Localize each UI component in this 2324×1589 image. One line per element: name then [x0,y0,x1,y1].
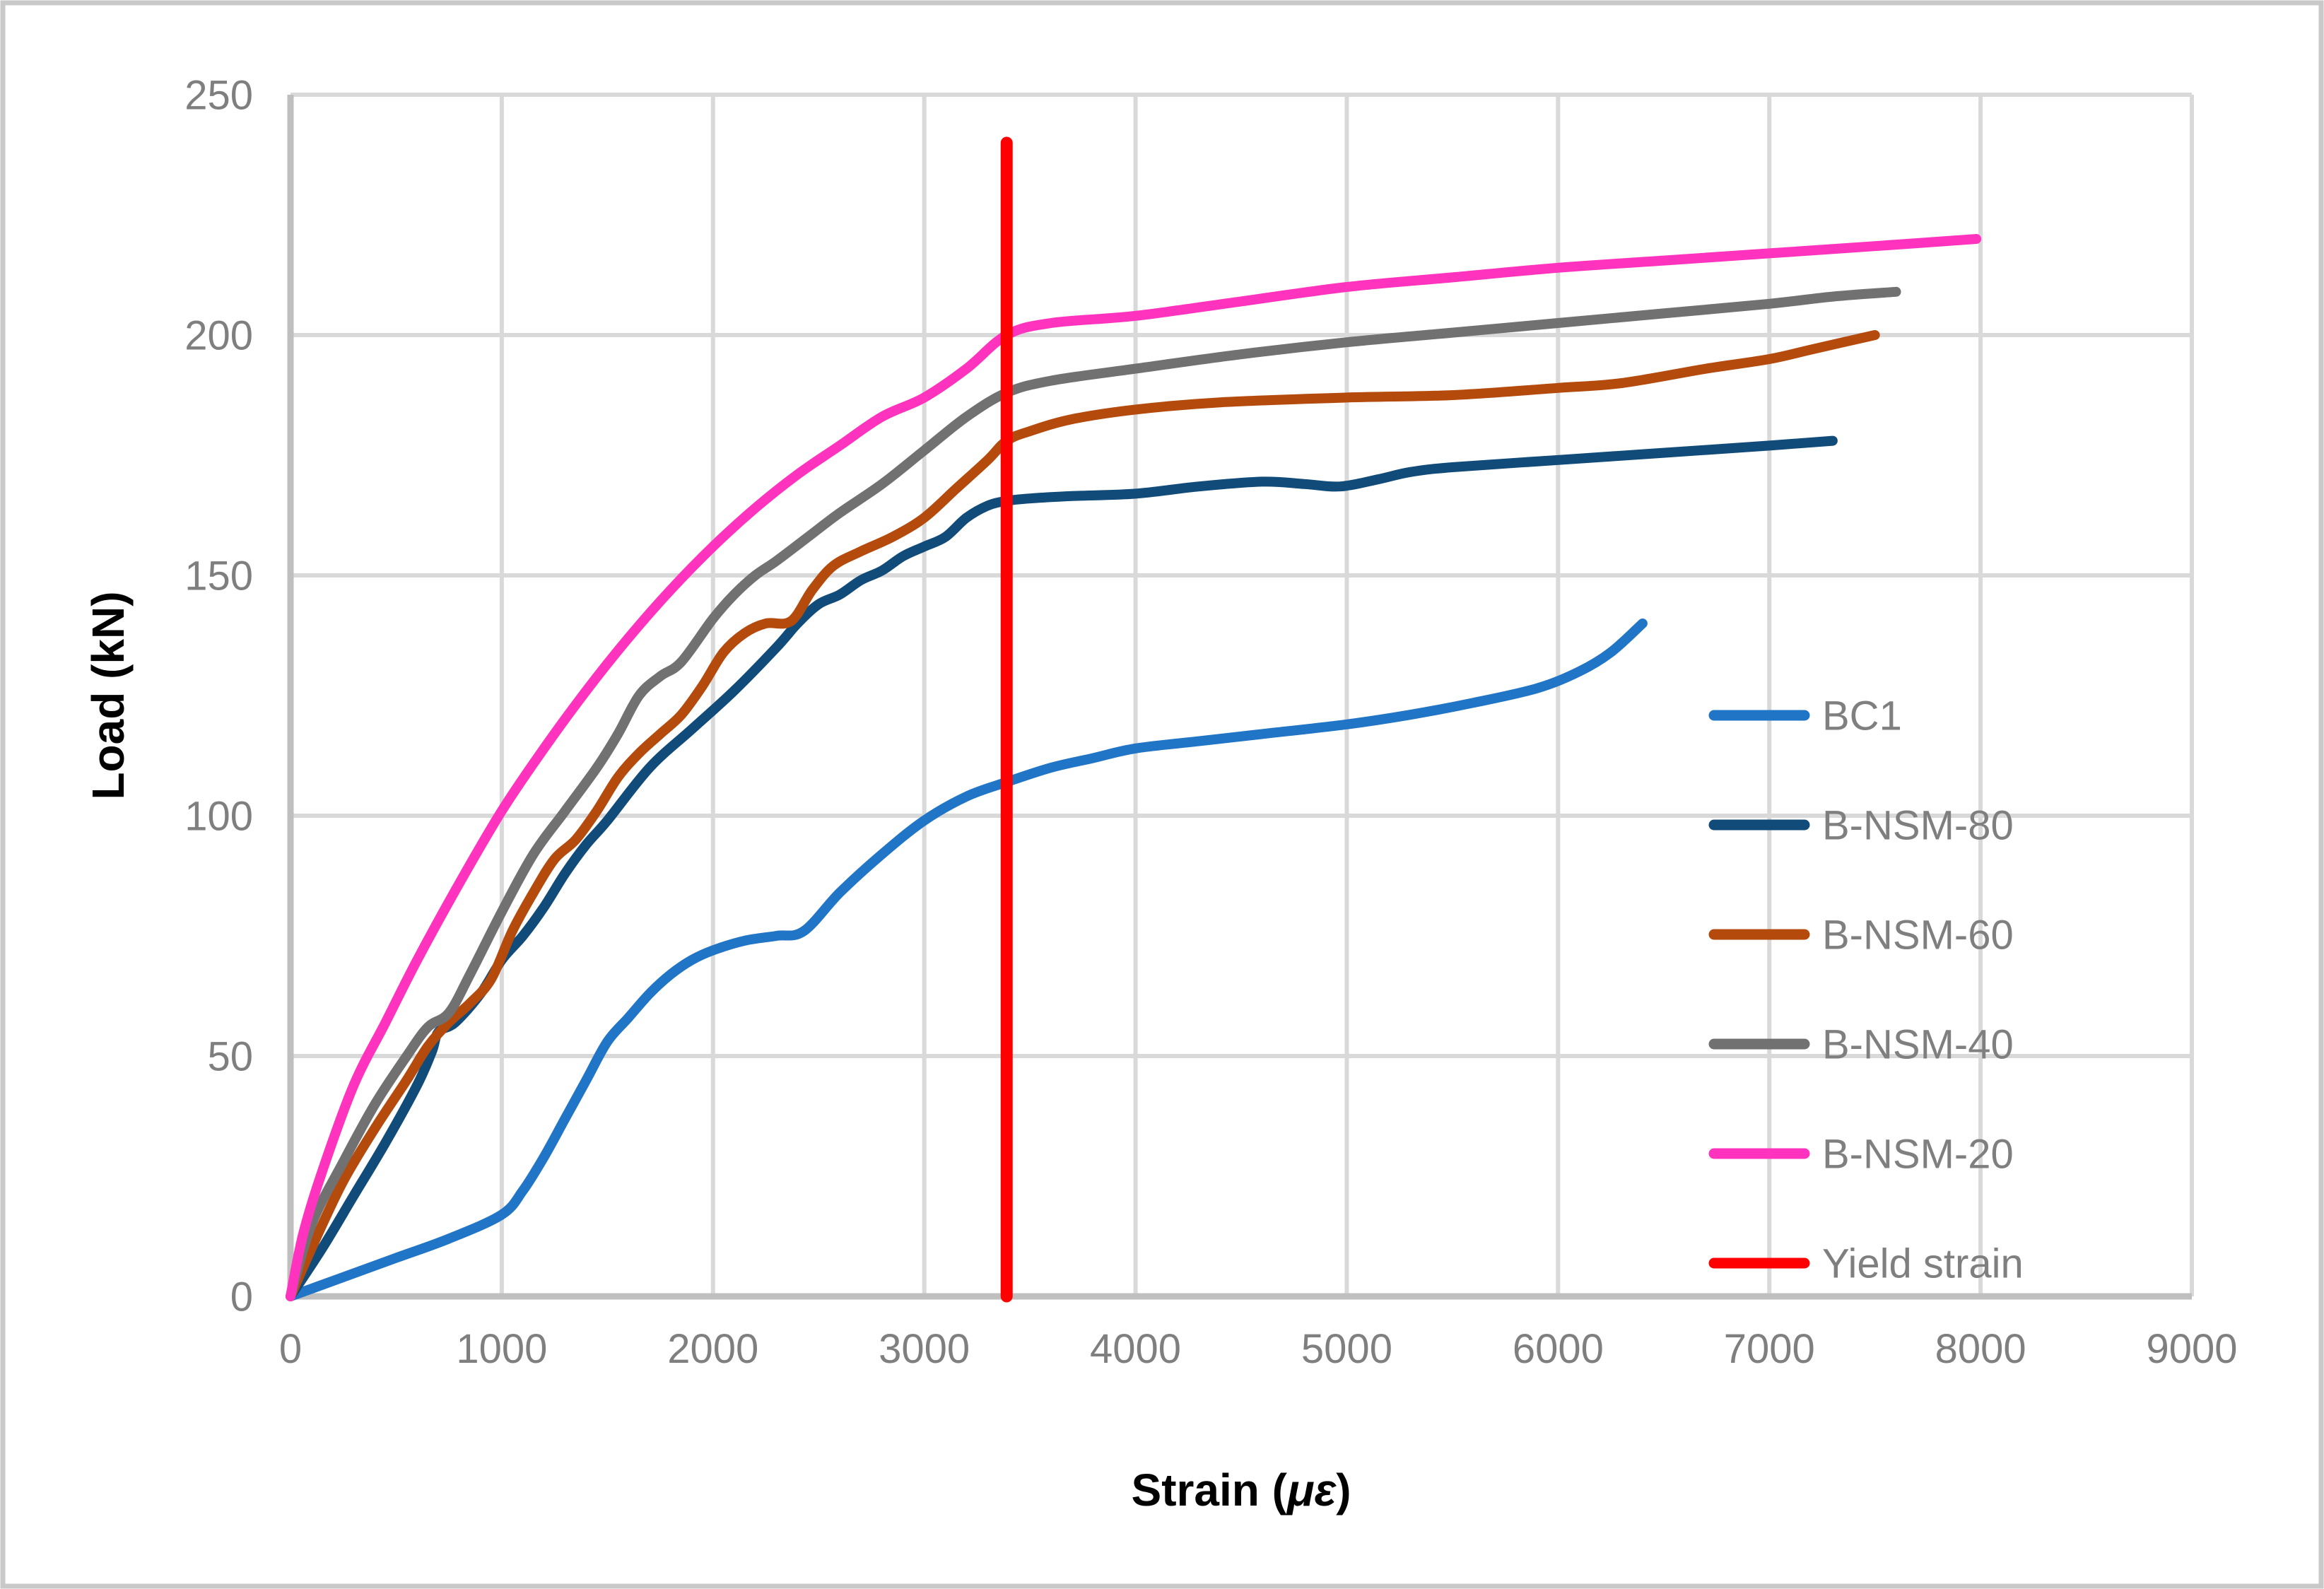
axis-lines [287,95,2192,1300]
y-tick-label-100: 100 [184,793,253,839]
legend-item-BC1: BC1 [1708,693,1902,739]
series-line-B-NSM-40 [286,286,1901,1301]
y-axis-title: Load (kN) [83,591,134,799]
x-axis-tick-labels: 0 1000 2000 3000 4000 5000 6000 7000 8000 9000 [279,1326,2238,1372]
legend-label-B-NSM-60: B-NSM-60 [1822,912,2014,958]
x-axis-title: Strain (με) [1132,1465,1351,1515]
gridlines [290,93,2194,1296]
x-tick-label-6000: 6000 [1513,1326,1604,1372]
legend: BC1 B-NSM-80 B-NSM-60 B-NSM-40 B-NSM-20 Yield… [1708,693,2024,1286]
series-line-B-NSM-20 [286,234,1982,1301]
legend-label-BC1: BC1 [1822,693,1902,739]
x-tick-label-5000: 5000 [1301,1326,1392,1372]
x-tick-label-2000: 2000 [667,1326,758,1372]
y-tick-label-250: 250 [184,72,253,118]
legend-label-B-NSM-40: B-NSM-40 [1822,1021,2014,1067]
legend-item-B-NSM-20: B-NSM-20 [1708,1131,2014,1177]
y-tick-label-150: 150 [184,553,253,599]
series-line-B-NSM-60 [286,330,1880,1301]
series-line-BC1 [286,618,1648,1301]
x-tick-label-7000: 7000 [1724,1326,1815,1372]
x-axis-title-suffix: ) [1336,1465,1351,1515]
y-tick-label-0: 0 [230,1274,253,1320]
legend-item-B-NSM-80: B-NSM-80 [1708,802,2014,848]
x-tick-label-8000: 8000 [1935,1326,2026,1372]
x-axis-title-prefix: Strain ( [1132,1465,1288,1515]
x-tick-label-1000: 1000 [456,1326,547,1372]
y-tick-label-50: 50 [207,1033,253,1079]
legend-label-B-NSM-80: B-NSM-80 [1822,802,2014,848]
y-tick-label-200: 200 [184,312,253,358]
x-tick-label-4000: 4000 [1090,1326,1181,1372]
legend-item-B-NSM-40: B-NSM-40 [1708,1021,2014,1067]
legend-item-Yield strain: Yield strain [1708,1241,2024,1286]
legend-label-Yield strain: Yield strain [1822,1241,2024,1286]
y-axis-tick-labels: 0 50 100 150 200 250 [184,72,253,1320]
x-tick-label-9000: 9000 [2146,1326,2237,1372]
series-lines [286,234,1982,1301]
legend-label-B-NSM-20: B-NSM-20 [1822,1131,2014,1177]
x-tick-label-0: 0 [279,1326,302,1372]
x-axis-title-mu: με [1286,1465,1337,1515]
legend-item-B-NSM-60: B-NSM-60 [1708,912,2014,958]
x-tick-label-3000: 3000 [879,1326,970,1372]
